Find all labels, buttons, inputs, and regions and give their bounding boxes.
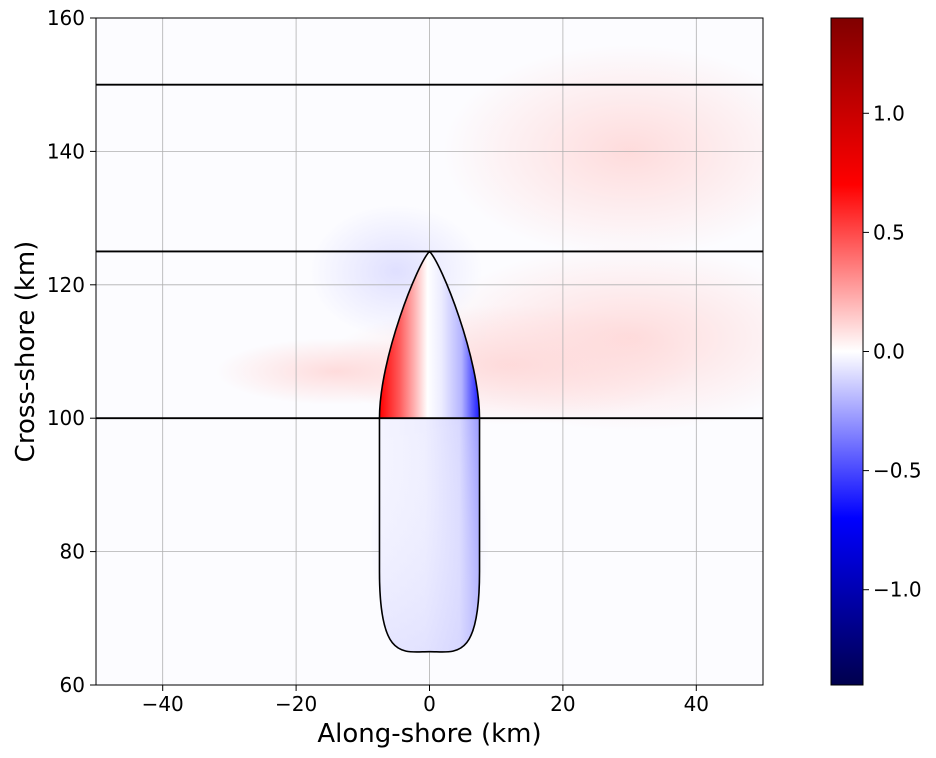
body-upper-fill bbox=[379, 251, 480, 419]
body-outline bbox=[378, 250, 481, 653]
x-tick-label: 20 bbox=[550, 692, 575, 716]
x-tick-label: −20 bbox=[275, 692, 317, 716]
x-tick-label: 40 bbox=[684, 692, 709, 716]
y-tick-label: 160 bbox=[47, 6, 85, 30]
colorbar-tick-label: −0.5 bbox=[873, 459, 922, 483]
x-tick-label: 0 bbox=[423, 692, 436, 716]
x-ticks: −40 −20 0 20 40 bbox=[142, 685, 709, 716]
colorbar-tick-label: 0.5 bbox=[873, 220, 905, 244]
colorbar-tick-label: 0.0 bbox=[873, 340, 905, 364]
y-tick-label: 120 bbox=[47, 273, 85, 297]
colorbar bbox=[830, 17, 864, 686]
colorbar-tick-label: 1.0 bbox=[873, 101, 905, 125]
field-red-far-east bbox=[429, 244, 763, 432]
y-ticks: 60 80 100 120 140 160 bbox=[47, 6, 96, 697]
y-tick-label: 60 bbox=[60, 673, 85, 697]
colorbar-tick-label: −1.0 bbox=[873, 578, 922, 602]
colorbar-ticks: −1.0 −0.5 0.0 0.5 1.0 bbox=[863, 101, 922, 602]
y-tick-label: 140 bbox=[47, 139, 85, 163]
y-axis-label: Cross-shore (km) bbox=[11, 241, 41, 463]
body-lower-shade bbox=[379, 418, 480, 652]
y-tick-label: 100 bbox=[47, 406, 85, 430]
y-tick-label: 80 bbox=[60, 540, 85, 564]
body-shape bbox=[378, 250, 481, 653]
horizontal-lines bbox=[96, 83, 763, 420]
x-tick-label: −40 bbox=[142, 692, 184, 716]
x-axis-label: Along-shore (km) bbox=[317, 719, 541, 749]
